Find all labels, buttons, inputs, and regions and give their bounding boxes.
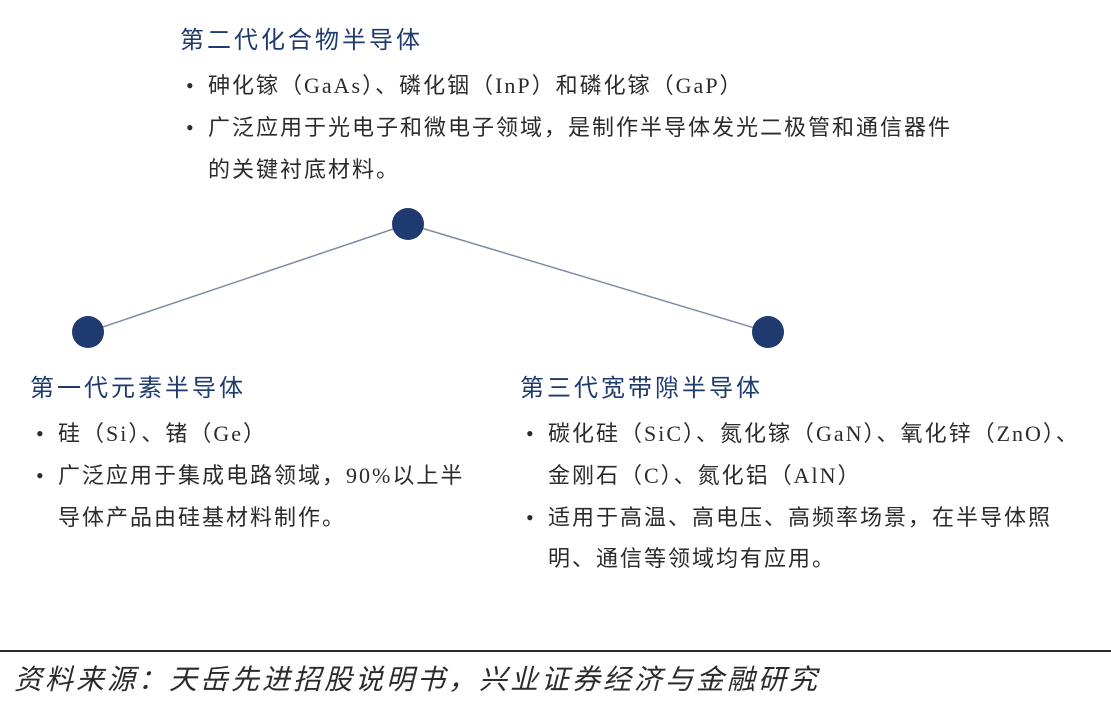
edge (88, 224, 408, 332)
block-gen3-bullets: 碳化硅（SiC）、氮化镓（GaN）、氧化锌（ZnO）、金刚石（C）、氮化铝（Al… (520, 413, 1090, 580)
block-gen2-bullets: 砷化镓（GaAs）、磷化铟（InP）和磷化镓（GaP） 广泛应用于光电子和微电子… (180, 65, 960, 190)
list-item: 碳化硅（SiC）、氮化镓（GaN）、氧化锌（ZnO）、金刚石（C）、氮化铝（Al… (524, 413, 1090, 497)
edge (408, 224, 768, 332)
block-gen2-title: 第二代化合物半导体 (180, 20, 960, 55)
block-gen2: 第二代化合物半导体 砷化镓（GaAs）、磷化铟（InP）和磷化镓（GaP） 广泛… (180, 20, 960, 190)
list-item: 硅（Si）、锗（Ge） (34, 413, 470, 455)
list-item: 广泛应用于光电子和微电子领域，是制作半导体发光二极管和通信器件的关键衬底材料。 (184, 107, 960, 191)
block-gen3: 第三代宽带隙半导体 碳化硅（SiC）、氮化镓（GaN）、氧化锌（ZnO）、金刚石… (520, 368, 1090, 580)
source-section: 资料来源：天岳先进招股说明书，兴业证券经济与金融研究 (0, 650, 1111, 698)
block-gen1-title: 第一代元素半导体 (30, 368, 470, 403)
list-item: 适用于高温、高电压、高频率场景，在半导体照明、通信等领域均有应用。 (524, 497, 1090, 581)
list-item: 广泛应用于集成电路领域，90%以上半导体产品由硅基材料制作。 (34, 455, 470, 539)
node-gen1 (72, 316, 104, 348)
block-gen1: 第一代元素半导体 硅（Si）、锗（Ge） 广泛应用于集成电路领域，90%以上半导… (30, 368, 470, 538)
node-gen2 (392, 208, 424, 240)
block-gen3-title: 第三代宽带隙半导体 (520, 368, 1090, 403)
block-gen1-bullets: 硅（Si）、锗（Ge） 广泛应用于集成电路领域，90%以上半导体产品由硅基材料制… (30, 413, 470, 538)
node-gen3 (752, 316, 784, 348)
list-item: 砷化镓（GaAs）、磷化铟（InP）和磷化镓（GaP） (184, 65, 960, 107)
diagram-canvas: 第二代化合物半导体 砷化镓（GaAs）、磷化铟（InP）和磷化镓（GaP） 广泛… (0, 0, 1111, 713)
source-text: 资料来源：天岳先进招股说明书，兴业证券经济与金融研究 (0, 652, 1111, 698)
